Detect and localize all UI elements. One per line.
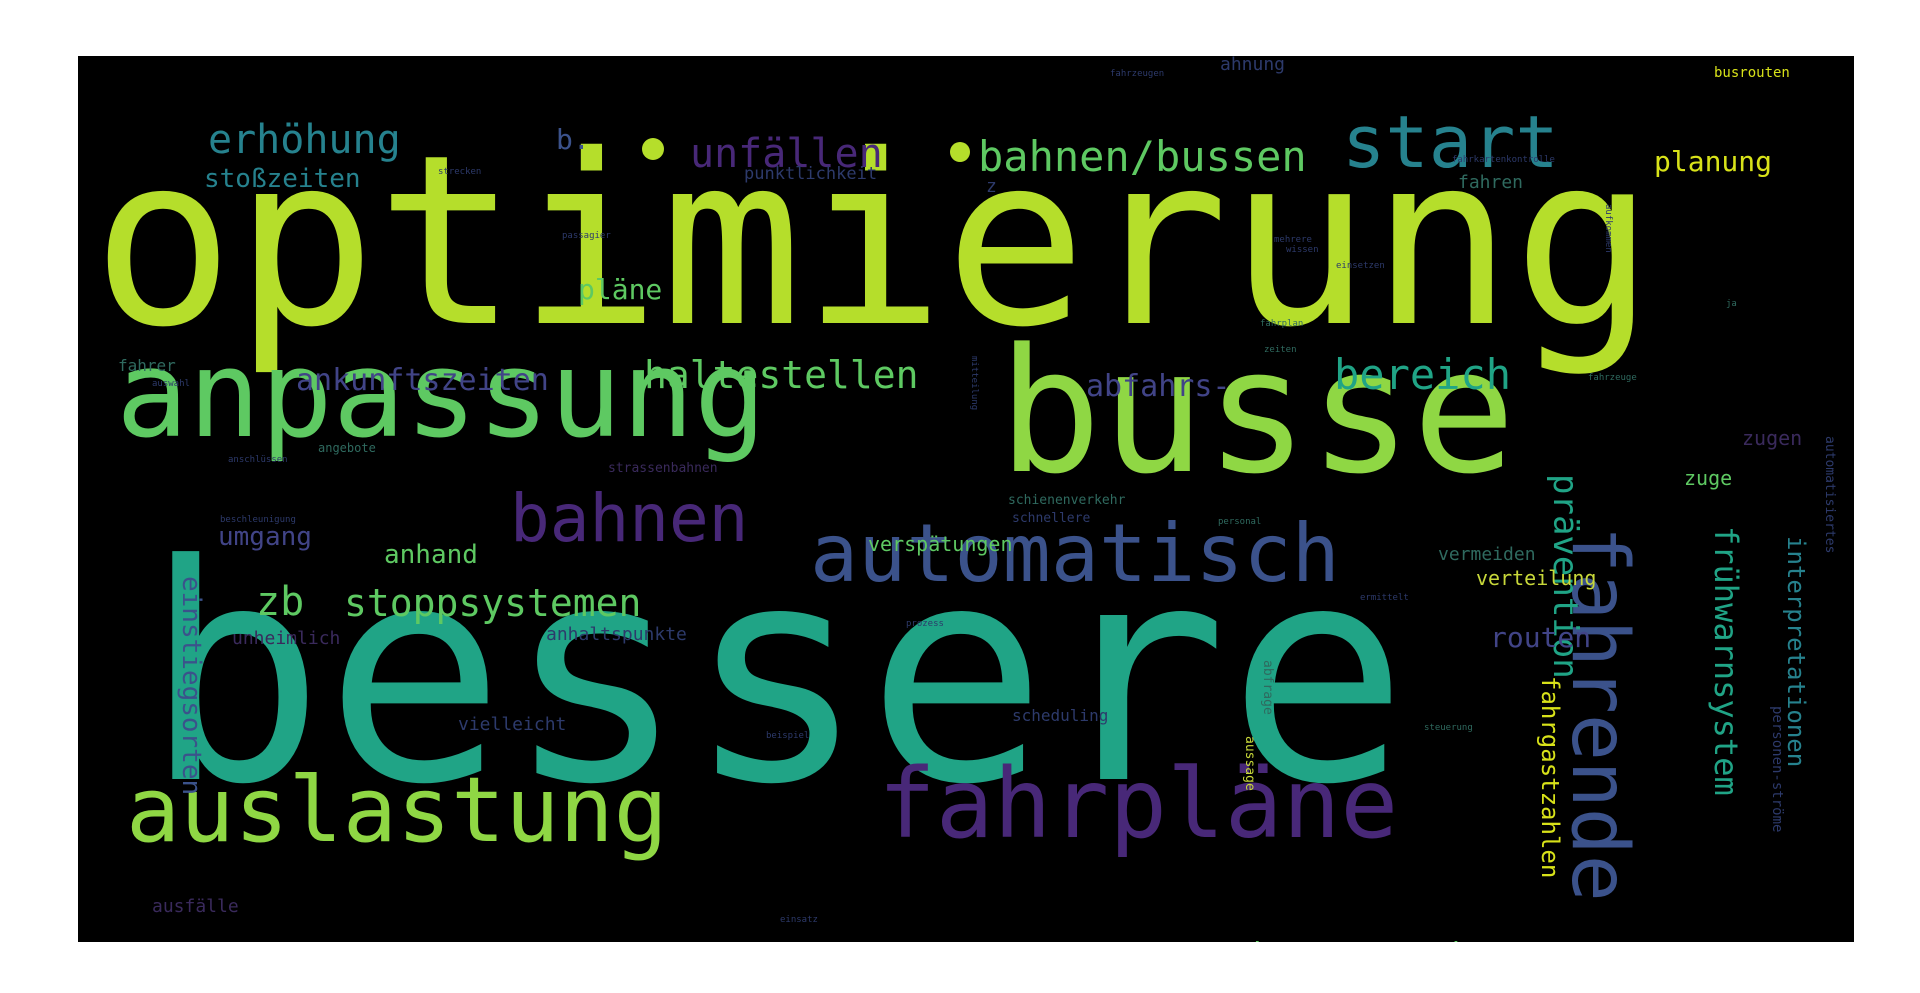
word-punktlichkeit: punktlichkeit: [744, 164, 878, 184]
word-stoppsystemen: stoppsystemen: [344, 581, 642, 625]
word-fruehwarnsystem: frühwarnsystem: [1707, 526, 1745, 796]
word-prozess: prozess: [906, 619, 944, 629]
dot-marker-2: [950, 142, 970, 162]
word-busse: busse: [998, 311, 1516, 512]
word-angebote: angebote: [318, 441, 376, 455]
word-fahrgastzahlen: fahrgastzahlen: [1536, 676, 1564, 879]
word-personal: personal: [1218, 517, 1262, 527]
word-z: z: [986, 176, 997, 197]
word-anhaltspunkte: anhaltspunkte: [546, 624, 687, 645]
word-abfrage: abfrage: [1260, 660, 1275, 715]
wordcloud-canvas: optimierung bessere busse anpassung fahr…: [78, 56, 1854, 942]
word-anhand: anhand: [384, 540, 478, 570]
word-ausfaelle: ausfälle: [152, 896, 239, 917]
word-ankunftszeiten: ankunftszeiten: [296, 363, 549, 398]
word-fahrer: fahrer: [118, 356, 176, 375]
word-strecken: strecken: [438, 167, 482, 177]
word-anpassung: anpassung: [116, 326, 767, 465]
word-aussage: aussage: [1242, 736, 1257, 791]
word-erhoehung: erhöhung: [208, 117, 401, 163]
word-ahnung: ahnung: [1220, 56, 1286, 75]
word-verteilung: verteilung: [1476, 566, 1597, 590]
word-fahrplan: fahrplan: [1260, 319, 1304, 329]
word-haltestellen: haltestellen: [644, 353, 919, 397]
word-interpretationen: interpretationen: [1782, 536, 1810, 768]
word-bahnen-bussen: bahnen/bussen: [978, 132, 1307, 181]
word-automatisiertes: automatisiertes: [1822, 436, 1837, 554]
word-fahrzeuge: fahrzeuge: [1588, 373, 1637, 383]
word-wissen: wissen: [1286, 245, 1319, 255]
word-fahrkartenkontrolle: fahrkartenkontrolle: [1452, 155, 1555, 165]
word-zuge: zuge: [1684, 466, 1733, 490]
word-vermeiden: vermeiden: [1438, 544, 1536, 565]
word-auswahl: auswahl: [152, 379, 190, 389]
word-passagier: passagier: [562, 231, 611, 241]
word-beschleunigung: beschleunigung: [220, 515, 296, 525]
word-ermittelt: ermittelt: [1360, 593, 1409, 603]
word-fahrplaene: fahrpläne: [878, 748, 1399, 860]
word-vielleicht: vielleicht: [458, 714, 567, 735]
word-zugen: zugen: [1742, 426, 1803, 450]
word-personen-stroeme: personen-ströme: [1769, 706, 1785, 833]
word-auslastung: auslastung: [126, 758, 668, 863]
word-einstiegsorten: einstiegsorten: [176, 576, 206, 796]
dot-marker-1: [642, 138, 664, 160]
word-steuerung: steuerung: [1424, 723, 1473, 733]
word-zeiten: zeiten: [1264, 345, 1297, 355]
word-mitteilung: mitteilung: [969, 356, 979, 411]
word-umgang: umgang: [218, 522, 312, 552]
word-plaene: pläne: [578, 273, 663, 306]
word-unfaellen: unfällen: [690, 131, 883, 177]
word-abfahrs: abfahrs-: [1086, 369, 1231, 404]
word-b: b.: [556, 123, 590, 156]
word-start: start: [1342, 100, 1559, 184]
word-schnellere: schnellere: [1012, 511, 1091, 526]
word-verspaetungen: verspätungen: [868, 532, 1013, 556]
word-einsatz: einsatz: [780, 915, 818, 925]
word-aufkommen: aufkommen: [1603, 204, 1613, 253]
word-zb: zb: [256, 579, 305, 625]
word-fahrzeugen: fahrzeugen: [1110, 69, 1165, 79]
word-routen: routen: [1490, 621, 1592, 654]
word-automatisch: automatisch: [810, 507, 1340, 600]
word-optimierung: optimierung: [92, 104, 1655, 379]
word-schienenverkehr: schienenverkehr: [1008, 493, 1126, 508]
word-bahnen: bahnen: [510, 480, 749, 557]
word-interpretation: interpretation: [1248, 940, 1501, 943]
word-strassenbahnen: strassenbahnen: [608, 461, 718, 476]
word-scheduling: scheduling: [1012, 706, 1109, 725]
word-mehrere: mehrere: [1274, 235, 1312, 245]
word-unheimlich: unheimlich: [232, 628, 341, 649]
word-stosszeiten: stoßzeiten: [204, 164, 361, 194]
word-fahren: fahren: [1458, 172, 1524, 193]
word-planung: planung: [1654, 145, 1773, 178]
word-bereich: bereich: [1334, 350, 1512, 399]
word-beispiel: beispiel: [766, 731, 810, 741]
word-busrouten: busrouten: [1714, 65, 1790, 81]
word-anschluessen: anschlüssen: [228, 455, 288, 465]
word-einsetzen: einsetzen: [1336, 261, 1385, 271]
word-bessere: bessere: [144, 501, 1409, 850]
word-ja: ja: [1726, 299, 1737, 309]
